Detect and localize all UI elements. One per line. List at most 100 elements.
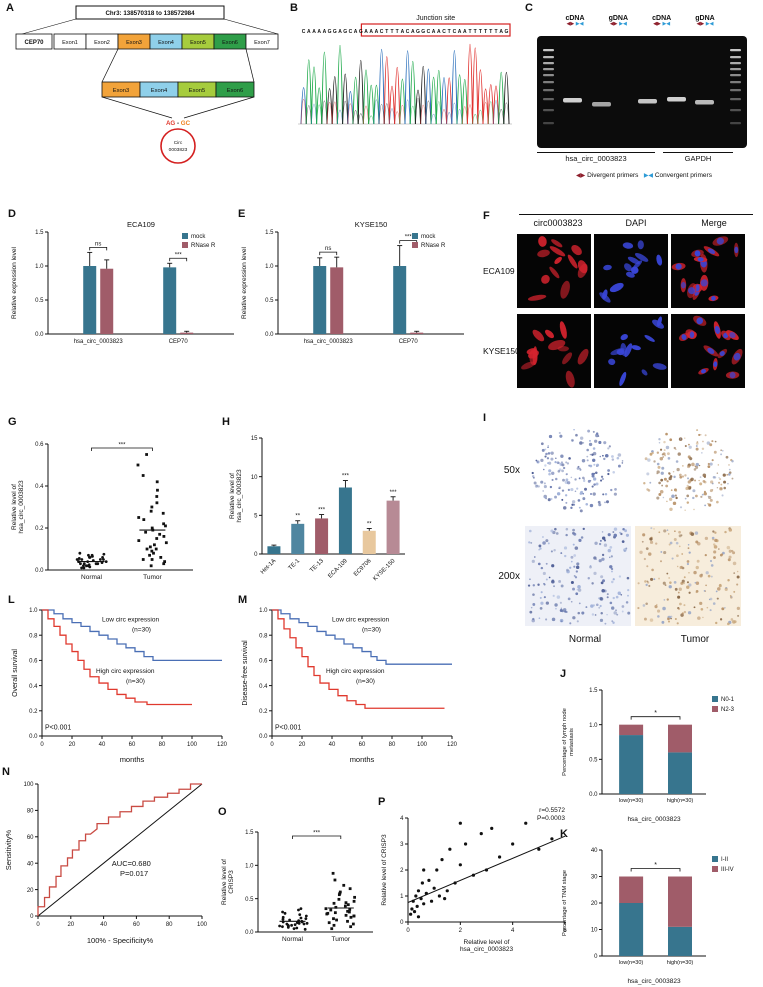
svg-text:100: 100 <box>417 742 428 748</box>
gel-electrophoresis-image <box>537 36 747 148</box>
panel-label-E: E <box>238 208 246 220</box>
panel-label-B: B <box>290 2 298 14</box>
legend-swatch <box>712 696 718 702</box>
svg-text:0.6: 0.6 <box>35 442 44 448</box>
roc-curve <box>37 783 202 916</box>
svg-text:C: C <box>442 29 446 35</box>
legend-convergent-label: Convergent primers <box>654 172 712 179</box>
svg-text:low(n=30): low(n=30) <box>619 798 643 804</box>
svg-text:(n=30): (n=30) <box>356 678 375 685</box>
svg-text:A: A <box>317 29 321 35</box>
svg-text:Exon7: Exon7 <box>254 40 270 46</box>
svg-text:P=0.0003: P=0.0003 <box>537 815 565 822</box>
fish-image-dapi-eca109 <box>594 234 668 308</box>
stacked-segment <box>619 903 644 956</box>
chart-crisp3-scatter: 0.0 0.5 1.0 1.5 Relative level of CRISP3 Norma… <box>221 830 373 943</box>
panel-H: H 0 5 10 15 Relative level of hsa_circ_000382… <box>222 416 422 594</box>
junction-box <box>360 23 511 37</box>
svg-text:60: 60 <box>359 742 366 748</box>
svg-text:III-IV: III-IV <box>721 867 734 873</box>
svg-text:1.0: 1.0 <box>589 723 598 729</box>
svg-text:0.6: 0.6 <box>259 659 268 665</box>
svg-text:Exon4: Exon4 <box>158 40 174 46</box>
fish-image-merge-eca109 <box>671 234 745 308</box>
svg-text:80: 80 <box>389 742 396 748</box>
fish-image-dapi-kyse150 <box>594 314 668 388</box>
svg-text:0.0: 0.0 <box>29 734 38 740</box>
svg-text:Chr3: 138570318 to 138572984: Chr3: 138570318 to 138572984 <box>105 10 195 17</box>
svg-text:0.5: 0.5 <box>265 298 274 304</box>
svg-text:A: A <box>354 29 358 35</box>
fish-image-circ-eca109 <box>517 234 591 308</box>
svg-text:Relative level of: Relative level of <box>221 859 228 905</box>
chart-tissue-scatter: 0.0 0.2 0.4 0.6 Relative level of hsa_circ_00… <box>11 442 193 581</box>
bar <box>313 266 327 334</box>
panel-A: A Chr3: 138570318 to 138572984 CEP70 Exon1… <box>6 2 286 204</box>
svg-text:EC9706: EC9706 <box>353 558 373 578</box>
svg-text:***: *** <box>318 508 326 514</box>
svg-text:AUC=0.680: AUC=0.680 <box>112 859 151 868</box>
fish-column-headers: circ0003823 DAPI Merge <box>519 214 753 228</box>
gel-band <box>638 99 657 104</box>
svg-text:60: 60 <box>129 742 136 748</box>
svg-text:ns: ns <box>325 246 331 252</box>
bar <box>291 523 305 554</box>
svg-text:r=0.5572: r=0.5572 <box>539 807 565 814</box>
chart-disease-free-survival: 0.0 0.2 0.4 0.6 0.8 1.0 0 20 40 60 80 100 120 months D… <box>242 608 458 764</box>
svg-text:T: T <box>479 29 482 35</box>
panel-label-J: J <box>560 668 567 680</box>
svg-text:30: 30 <box>591 875 598 881</box>
svg-text:40: 40 <box>329 742 336 748</box>
svg-text:0.5: 0.5 <box>589 758 598 764</box>
svg-text:Exon3: Exon3 <box>126 40 142 46</box>
svg-text:Exon6: Exon6 <box>227 88 243 94</box>
gene-structure-diagram: Chr3: 138570318 to 138572984 CEP70 Exon1 Ex… <box>15 5 279 164</box>
svg-text:0: 0 <box>36 922 40 928</box>
svg-text:***: *** <box>390 490 398 496</box>
circrna-circle <box>160 128 196 164</box>
svg-text:High circ expression: High circ expression <box>326 668 385 675</box>
svg-text:A: A <box>432 29 436 35</box>
stacked-segment <box>619 735 644 794</box>
panel-label-M: M <box>238 594 248 606</box>
svg-text:Disease-free survival: Disease-free survival <box>242 640 249 706</box>
svg-text:A: A <box>437 29 441 35</box>
svg-text:1.5: 1.5 <box>265 230 274 236</box>
svg-text:T: T <box>474 29 477 35</box>
legend-divergent-label: Divergent primers <box>587 172 639 179</box>
magnification-label: 50x <box>503 464 520 476</box>
svg-text:G: G <box>359 29 363 35</box>
panel-P: P 0 1 2 3 4 0 2 4 6 r=0.5572 P=0.0003 Relative leve… <box>378 796 578 958</box>
panel-C: C cDNA ◀▶ ▶◀ gDNA ◀▶ ▶◀ cDNA ◀▶ ▶◀ gDNA … <box>525 2 761 202</box>
svg-text:C: C <box>380 29 384 35</box>
points-group <box>278 871 357 931</box>
svg-text:40: 40 <box>591 848 598 854</box>
gel-band <box>695 100 714 105</box>
svg-text:40: 40 <box>99 742 106 748</box>
svg-text:1.0: 1.0 <box>259 608 268 614</box>
svg-text:10: 10 <box>251 475 258 481</box>
svg-text:T: T <box>390 29 393 35</box>
svg-text:A: A <box>499 29 503 35</box>
svg-text:I-II: I-II <box>721 857 728 863</box>
chart-rnaser-eca109: 0.0 0.5 1.0 1.5 Relative expression level ECA… <box>11 220 234 345</box>
svg-text:KYSE-150: KYSE-150 <box>372 558 397 583</box>
svg-text:Exon4: Exon4 <box>151 88 168 94</box>
legend-swatch <box>712 706 718 712</box>
svg-text:hsa_circ_0003823: hsa_circ_0003823 <box>460 946 514 953</box>
divergent-primer-icon: ◀▶ <box>609 21 618 27</box>
svg-text:hsa_circ_0003823: hsa_circ_0003823 <box>18 480 25 534</box>
panel-label-G: G <box>8 416 17 428</box>
svg-text:***: *** <box>313 831 321 837</box>
ihc-image-normal-50x <box>525 420 631 520</box>
svg-text:Relative expression level: Relative expression level <box>241 247 248 319</box>
svg-text:0.2: 0.2 <box>29 709 38 715</box>
svg-text:120: 120 <box>217 742 228 748</box>
svg-text:20: 20 <box>67 922 74 928</box>
svg-text:0.0: 0.0 <box>265 332 274 338</box>
svg-text:0.0: 0.0 <box>35 332 44 338</box>
fish-image-merge-kyse150 <box>671 314 745 388</box>
svg-text:CEP70: CEP70 <box>169 339 189 345</box>
svg-text:A: A <box>401 29 405 35</box>
svg-text:1.5: 1.5 <box>589 688 598 694</box>
